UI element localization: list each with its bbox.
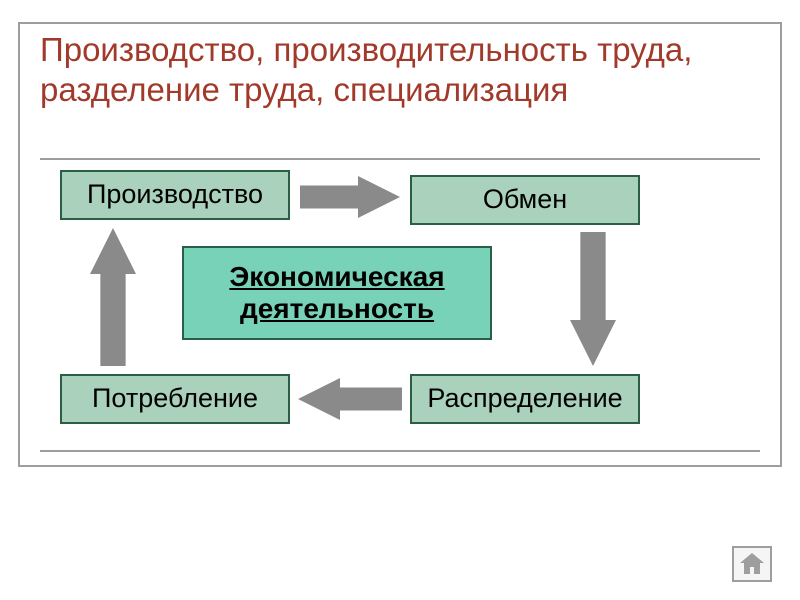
node-label: Распределение xyxy=(427,383,622,414)
node-exchange: Обмен xyxy=(410,175,640,225)
node-consumption: Потребление xyxy=(60,374,290,424)
arrow-distribution-to-consumption xyxy=(298,378,402,420)
node-label: Потребление xyxy=(92,383,258,414)
node-label: Производство xyxy=(87,179,263,210)
rule-bottom xyxy=(40,450,760,452)
node-distribution: Распределение xyxy=(410,374,640,424)
slide: Производство, производительность труда, … xyxy=(0,0,800,600)
rule-top xyxy=(40,158,760,160)
arrow-exchange-to-distribution xyxy=(570,232,616,366)
slide-title: Производство, производительность труда, … xyxy=(40,30,760,109)
nav-home-button[interactable] xyxy=(732,546,772,582)
arrow-production-to-exchange xyxy=(300,176,400,218)
arrow-consumption-to-production xyxy=(90,228,136,366)
node-label: Экономическая деятельность xyxy=(184,261,490,325)
home-icon xyxy=(739,553,765,575)
node-label: Обмен xyxy=(483,184,567,215)
node-production: Производство xyxy=(60,170,290,220)
node-center: Экономическая деятельность xyxy=(182,246,492,340)
